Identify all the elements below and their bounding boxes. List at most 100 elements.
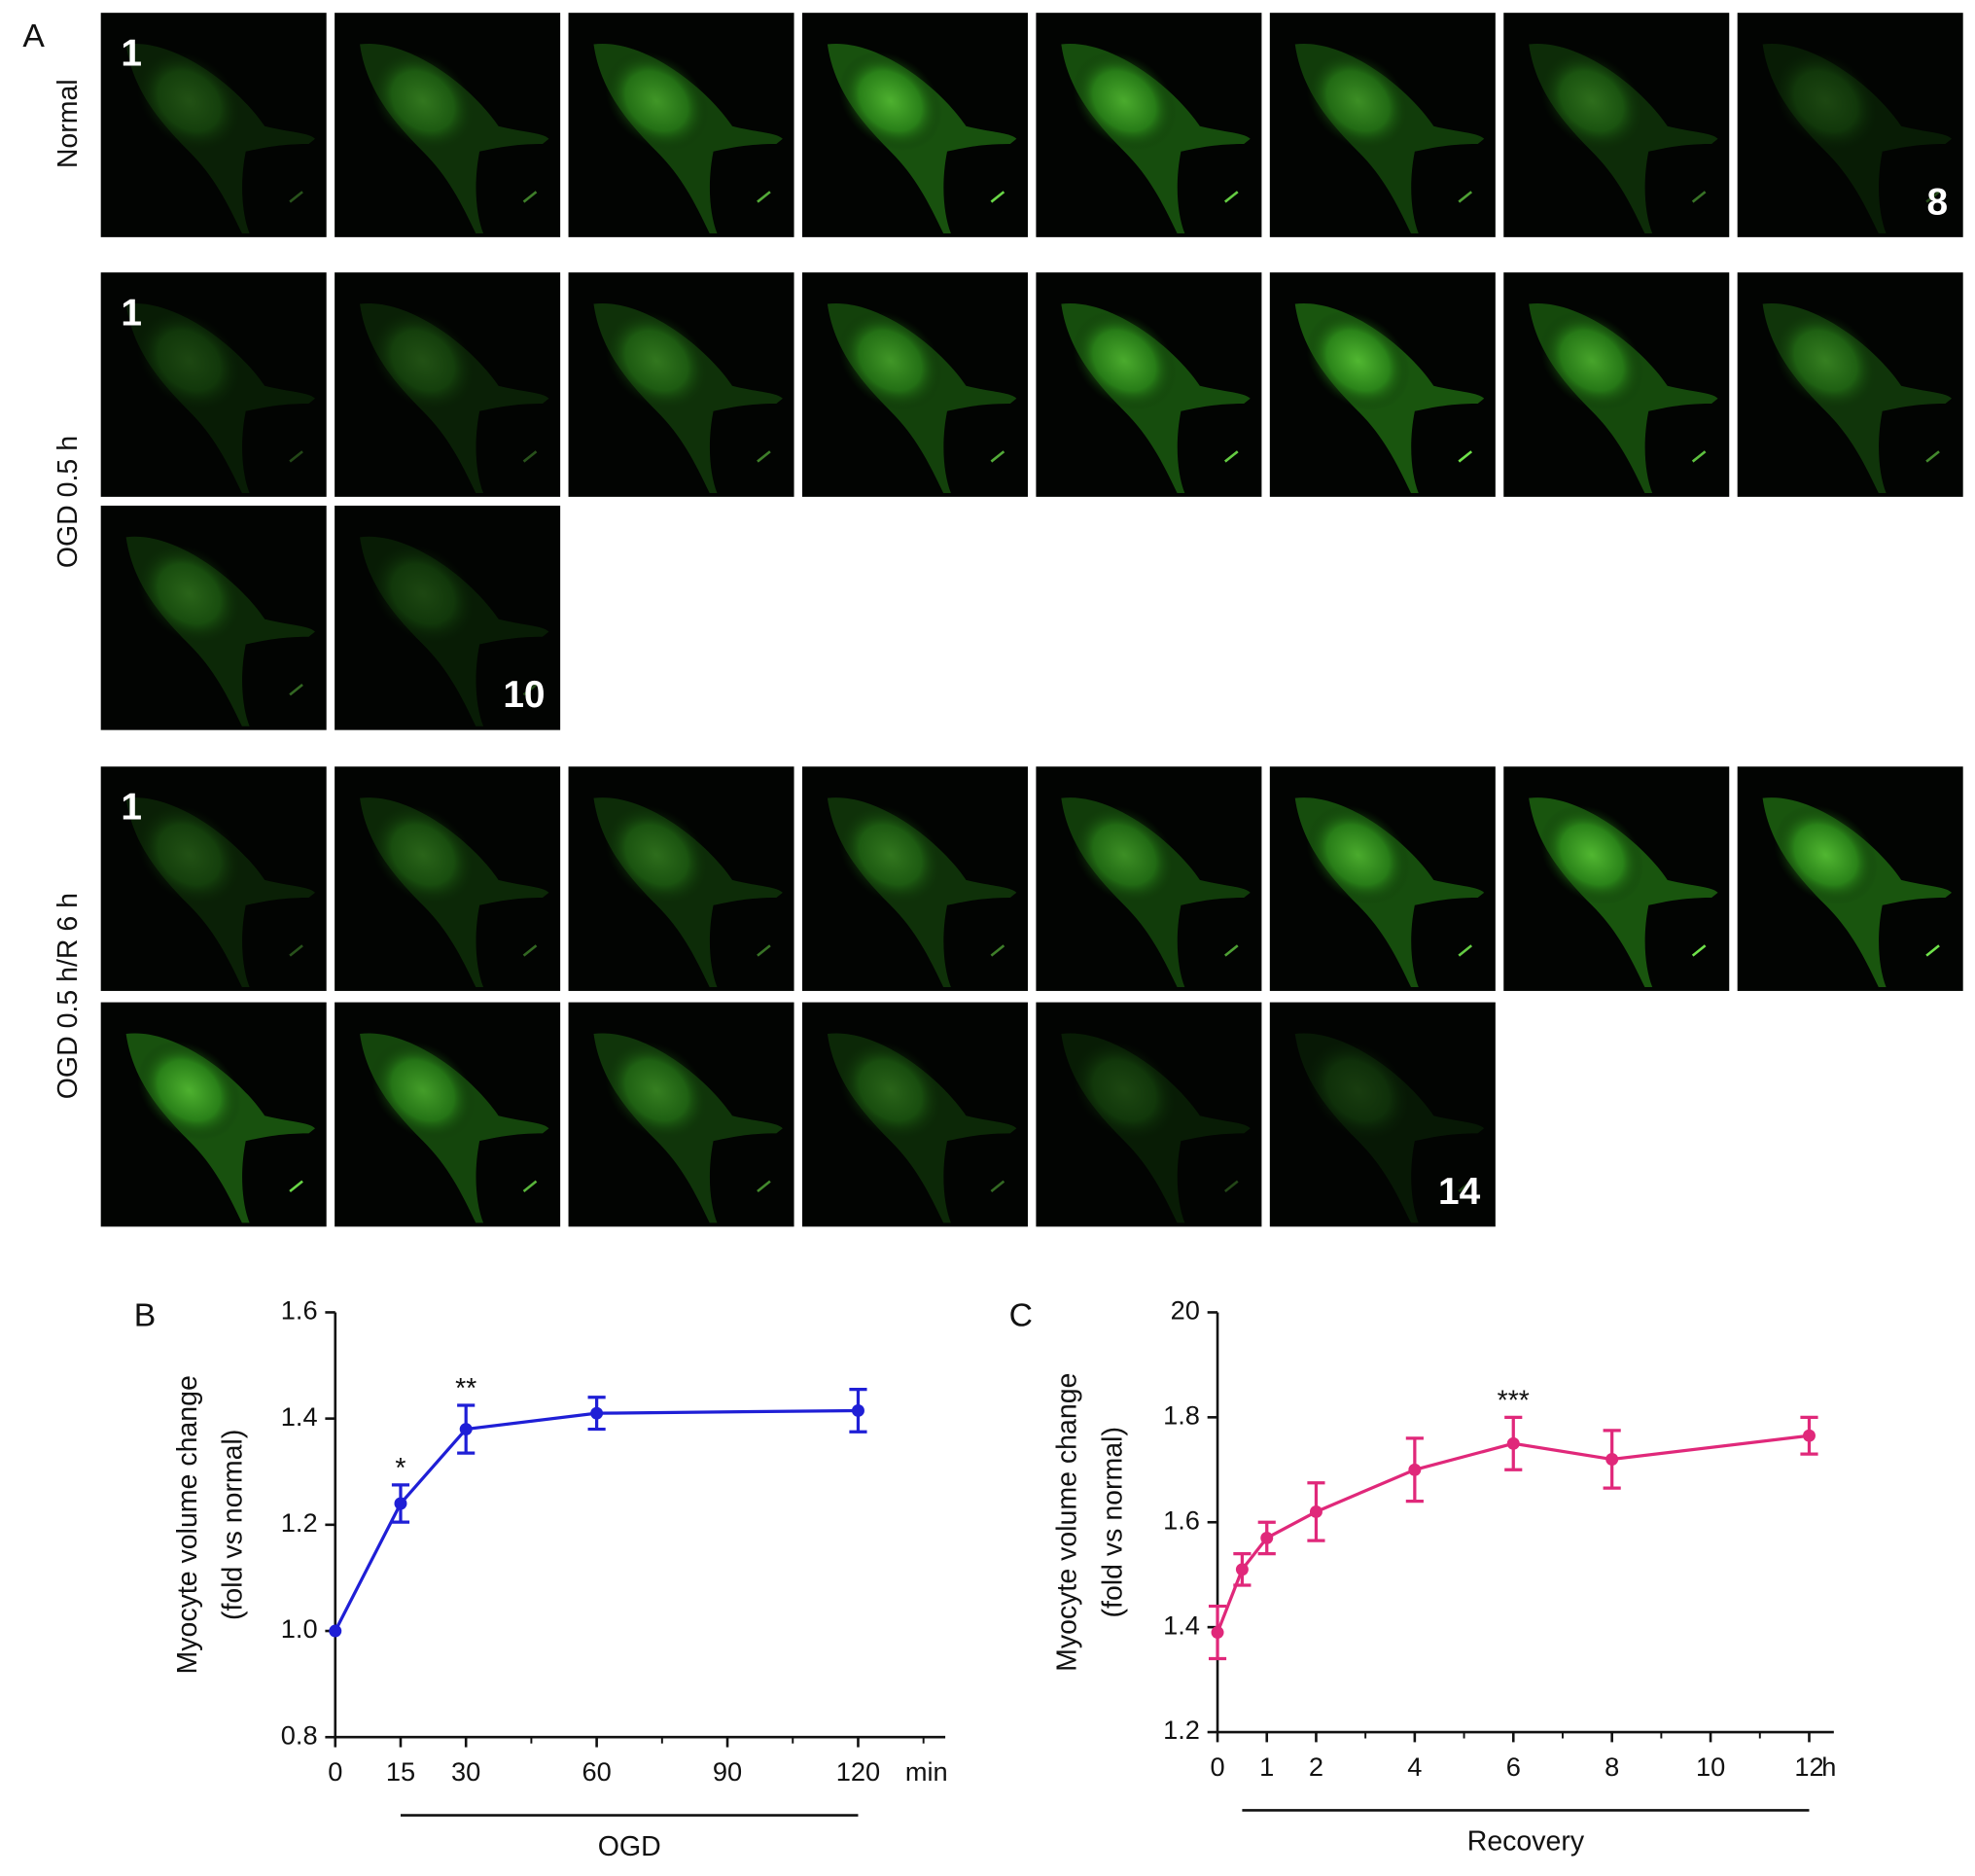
data-line: [334, 1408, 859, 1632]
cell-spot: [522, 450, 538, 463]
micrograph: [1036, 1002, 1262, 1227]
cell-spot: [757, 1180, 771, 1193]
micrograph: [1036, 766, 1262, 991]
x-tick-label: 1: [1259, 1752, 1274, 1782]
cell-spot: [289, 1180, 303, 1193]
cell-glow: [838, 804, 943, 905]
micrograph: [568, 1002, 794, 1227]
micrograph: [1737, 766, 1963, 991]
micrograph: [100, 13, 327, 237]
cell-glow: [838, 1041, 943, 1141]
cell-spot: [1925, 191, 1940, 203]
cell-spot: [757, 450, 771, 463]
data-line: [1216, 1434, 1810, 1634]
frame-number: 1: [121, 787, 142, 829]
micrograph: [100, 272, 327, 497]
row-label: OGD 0.5 h/R 6 h: [53, 893, 84, 1099]
cell-spot: [757, 191, 771, 203]
bracket-label: Recovery: [1467, 1826, 1585, 1858]
frame-number: 1: [121, 292, 142, 334]
cell-glow: [1072, 51, 1177, 152]
x-tick-label: 0: [328, 1756, 342, 1787]
micrograph: [1269, 766, 1496, 991]
cell-glow: [604, 310, 709, 411]
y-tick-label: 20: [1171, 1295, 1200, 1326]
micrograph: [100, 1002, 327, 1227]
cell-glow: [137, 544, 241, 644]
x-tick-label: 12: [1794, 1752, 1823, 1782]
cell-glow: [1774, 310, 1878, 411]
x-tick-label: 120: [836, 1756, 880, 1787]
cell-spot: [1691, 191, 1707, 203]
cell-glow: [137, 310, 241, 411]
cell-spot: [289, 944, 303, 957]
row-label: Normal: [53, 79, 84, 168]
data-point: [1408, 1463, 1422, 1476]
cell-spot: [990, 450, 1005, 463]
micrograph: [1737, 13, 1963, 237]
micrograph: [1503, 766, 1730, 991]
cell-glow: [1774, 51, 1878, 152]
micrograph: [1503, 272, 1730, 497]
data-point: [394, 1497, 407, 1510]
data-point: [1309, 1504, 1323, 1518]
x-unit: h: [1821, 1752, 1836, 1782]
cell-spot: [757, 944, 771, 957]
x-tick-label: 15: [386, 1756, 415, 1787]
cell-spot: [990, 191, 1005, 203]
significance-mark: **: [455, 1373, 476, 1404]
y-tick-label: 1.6: [281, 1295, 318, 1326]
cell-glow: [1072, 1041, 1177, 1141]
cell-spot: [1224, 450, 1239, 463]
micrograph: [335, 1002, 561, 1227]
cell-spot: [289, 191, 303, 203]
frame-number: 14: [1438, 1171, 1481, 1213]
cell-glow: [604, 51, 709, 152]
cell-glow: [370, 1041, 476, 1141]
micrograph: [801, 13, 1028, 237]
micrograph: [801, 1002, 1028, 1227]
x-unit: min: [905, 1756, 948, 1787]
y-tick-label: 1.4: [281, 1401, 318, 1432]
y-tick-label: 1.2: [1163, 1715, 1200, 1745]
significance-mark: ***: [1498, 1385, 1530, 1416]
micrograph: [100, 505, 327, 730]
significance-mark: *: [395, 1453, 406, 1484]
cell-spot: [1458, 450, 1473, 463]
cell-glow: [604, 804, 709, 905]
y-tick-label: 1.4: [1163, 1610, 1200, 1640]
cell-glow: [1306, 1041, 1410, 1141]
x-tick-label: 2: [1309, 1752, 1323, 1782]
micrograph: [100, 766, 327, 991]
micrograph: [568, 766, 794, 991]
y-tick-label: 1.8: [1163, 1400, 1200, 1431]
micrograph: [801, 766, 1028, 991]
cell-glow: [604, 1041, 709, 1141]
cell-glow: [370, 310, 476, 411]
micrograph: [1269, 272, 1496, 497]
panel-letter: C: [1009, 1298, 1033, 1334]
cell-spot: [1691, 450, 1707, 463]
data-point: [1506, 1436, 1520, 1450]
micrograph: [1269, 13, 1496, 237]
cell-glow: [838, 310, 943, 411]
cell-glow: [1072, 310, 1177, 411]
y-tick-label: 0.8: [281, 1719, 318, 1750]
cell-spot: [289, 683, 303, 696]
cell-glow: [838, 51, 943, 152]
micrograph: [1269, 1002, 1496, 1227]
cell-glow: [1539, 804, 1644, 905]
cell-spot: [1224, 944, 1239, 957]
frame-number: 10: [503, 674, 545, 716]
x-tick-label: 6: [1506, 1752, 1521, 1782]
y-tick-label: 1.2: [281, 1507, 318, 1538]
panel-letter: B: [134, 1298, 156, 1334]
cell-spot: [990, 944, 1005, 957]
cell-spot: [522, 191, 538, 203]
cell-glow: [1306, 310, 1410, 411]
y-axis-label: Myocyte volume change: [172, 1375, 203, 1674]
cell-spot: [522, 683, 538, 696]
cell-spot: [522, 1180, 538, 1193]
cell-glow: [370, 544, 476, 644]
cell-spot: [289, 450, 303, 463]
